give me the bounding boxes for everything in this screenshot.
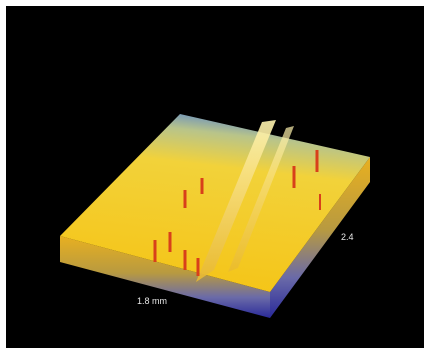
width-label: 1.8 mm	[137, 296, 167, 306]
depth-label: 2.4	[341, 232, 354, 242]
page: 1.8 mm 2.4 (() => { const data = JSON.pa…	[0, 0, 430, 354]
profilometry-image: 1.8 mm 2.4	[0, 0, 430, 354]
